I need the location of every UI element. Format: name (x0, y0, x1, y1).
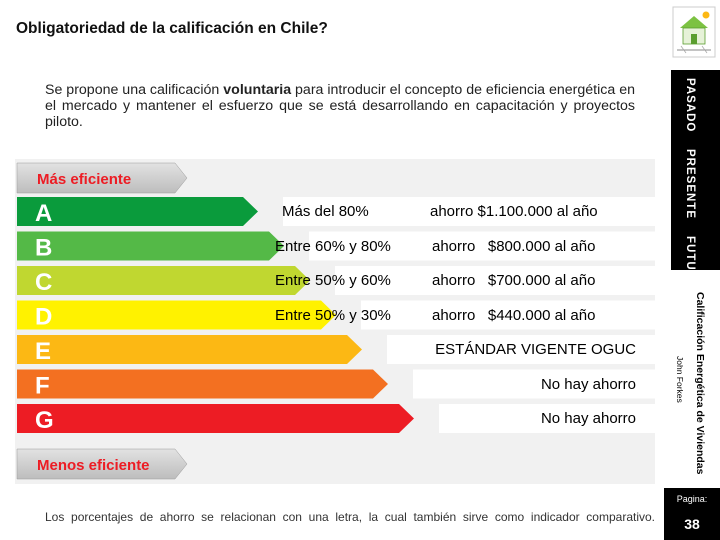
rating-letter: F (35, 373, 50, 400)
rating-range-c: Entre 50% y 60% (275, 272, 391, 289)
intro-paragraph: Se propone una calificación voluntaria p… (45, 82, 635, 130)
rating-letter: B (35, 235, 52, 262)
intro-text-2: para introducir el concepto de eficienci… (45, 82, 635, 130)
top-label-bar (16, 162, 188, 194)
rating-letter: E (35, 338, 51, 365)
rating-saving-d: ahorro $440.000 al año (432, 306, 596, 324)
rating-bar-b (17, 231, 284, 261)
rating-letter: D (35, 304, 52, 331)
page-label: Pagina: (676, 494, 708, 504)
rating-saving-f: No hay ahorro (540, 375, 636, 393)
rating-saving-b: ahorro $800.000 al año (432, 237, 596, 255)
rating-letter: G (35, 407, 54, 434)
timeline-labels: PASADO PRESENTE FUTURO (684, 78, 696, 290)
rating-row-bg (361, 300, 655, 330)
rating-saving-a: ahorro $1.100.000 al año (430, 203, 598, 220)
rating-saving-c: ahorro $700.000 al año (432, 272, 596, 289)
rating-row-bg (387, 335, 655, 364)
rating-bar-d (17, 300, 336, 330)
rating-saving-g: No hay ahorro (540, 410, 636, 427)
page-number-panel (664, 488, 720, 540)
rating-range-a: Más del 80% (282, 203, 369, 220)
bottom-label-bar (16, 448, 188, 480)
timeline-present: PRESENTE (684, 149, 696, 220)
rating-bar-e (17, 335, 362, 364)
author-name: John Forkes (675, 356, 685, 403)
bottom-label-text: Menos eficiente (37, 457, 150, 474)
timeline-past: PASADO (684, 78, 696, 133)
top-label-text: Más eficiente (37, 171, 131, 188)
intro-bold-word: voluntaria (223, 82, 292, 98)
rating-letter: C (35, 269, 52, 296)
rating-row-bg (335, 266, 655, 295)
footer-note: Los porcentajes de ahorro se relacionan … (45, 510, 655, 524)
page-number: 38 (684, 516, 700, 532)
rating-bar-a (17, 197, 258, 226)
rating-row-bg (413, 369, 655, 399)
rating-letter: A (35, 200, 52, 227)
rating-row-bg (309, 231, 655, 261)
rating-range-b: Entre 60% y 80% (275, 237, 391, 255)
rating-saving-e: ESTÁNDAR VIGENTE OGUC (435, 341, 636, 358)
rating-range-d: Entre 50% y 30% (275, 306, 391, 324)
rating-bar-c (17, 266, 310, 295)
intro-text-1: Se propone una calificación (45, 82, 224, 98)
rating-bar-f (17, 369, 388, 399)
house-diagram-icon (672, 6, 716, 58)
rating-row-bg (439, 404, 655, 433)
timeline-panel (671, 70, 720, 270)
rating-row-bg (283, 197, 655, 226)
timeline-future: FUTURO (684, 235, 696, 290)
program-title: Calificación Energética de Viviendas (694, 292, 706, 475)
page-title: Obligatoriedad de la calificación en Chi… (16, 20, 328, 37)
rating-bar-g (17, 404, 414, 433)
